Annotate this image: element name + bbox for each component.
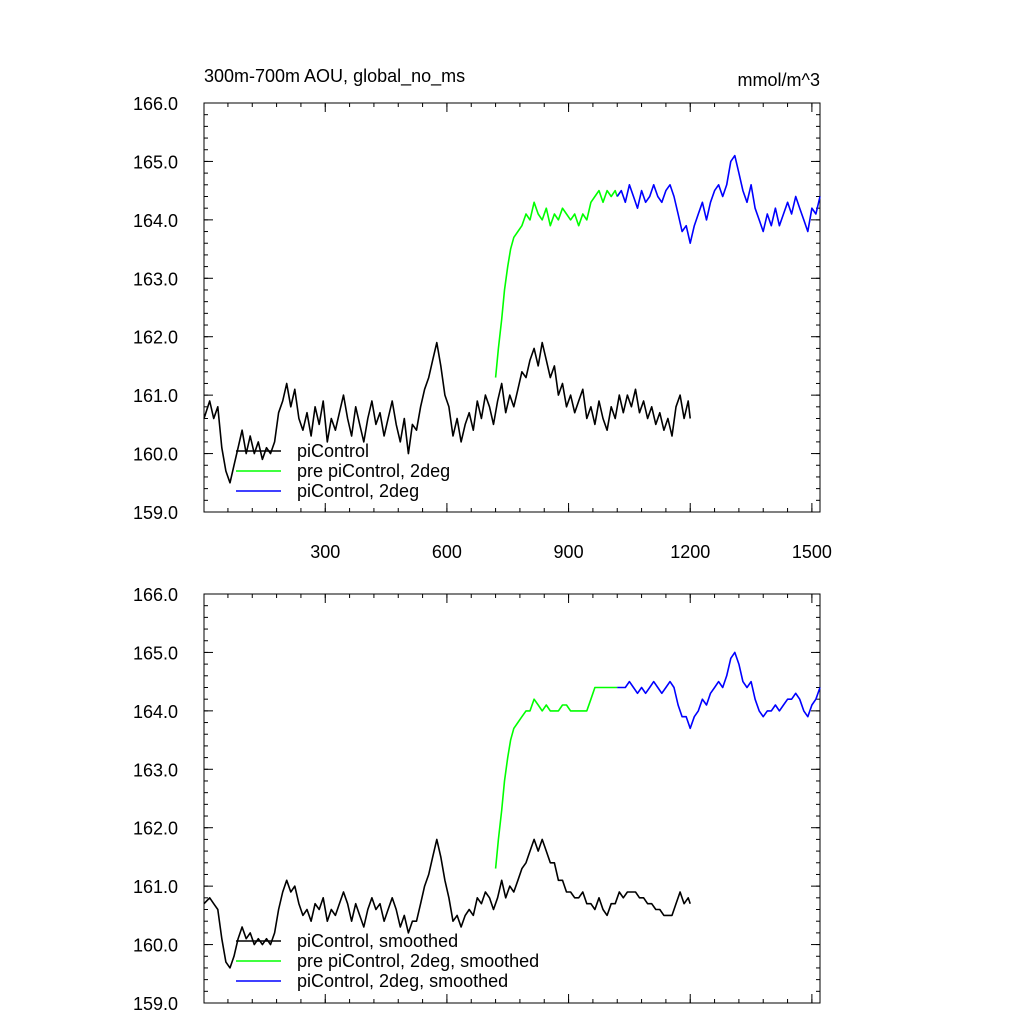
plot-frame: [203, 593, 821, 1004]
y-tick-label: 161.0: [133, 877, 178, 897]
y-tick-label: 163.0: [133, 760, 178, 780]
legend-label: piControl, smoothed: [297, 931, 458, 951]
series-line-1: [203, 341, 691, 484]
legend-label: pre piControl, 2deg, smoothed: [297, 951, 539, 971]
legend-label: piControl, 2deg, smoothed: [297, 971, 508, 991]
y-tick-label: 159.0: [133, 503, 178, 523]
y-tick-label: 163.0: [133, 269, 178, 289]
panel-top: 159.0 160.0 161.0 162.0 163.0 164.0 165.0 166.0…: [133, 94, 832, 562]
legend-label: piControl, 2deg: [297, 481, 419, 501]
y-tick-label: 161.0: [133, 386, 178, 406]
series-line-2: [494, 686, 618, 869]
figure-title: 300m-700m AOU, global_no_ms: [204, 66, 465, 87]
x-tick-label: 1200: [670, 542, 710, 562]
x-tick-label: 600: [432, 542, 462, 562]
plot-frame: [203, 102, 821, 513]
y-tick-label: 165.0: [133, 152, 178, 172]
legend-label: piControl: [297, 441, 369, 461]
y-tick-label: 165.0: [133, 643, 178, 663]
y-tick-label: 160.0: [133, 936, 178, 956]
panel-bottom: 159.0 160.0 161.0 162.0 163.0 164.0 165.0 166.0…: [133, 585, 821, 1014]
series-line-3: [617, 651, 821, 730]
series-line-2: [494, 189, 618, 378]
x-tick-label: 1500: [792, 542, 832, 562]
legend-label: pre piControl, 2deg: [297, 461, 450, 481]
x-tick-label: 900: [554, 542, 584, 562]
y-tick-label: 159.0: [133, 994, 178, 1014]
y-tick-label: 166.0: [133, 585, 178, 605]
y-tick-label: 164.0: [133, 211, 178, 231]
y-tick-label: 160.0: [133, 445, 178, 465]
x-tick-label: 300: [310, 542, 340, 562]
series-line-3: [616, 154, 821, 244]
y-tick-label: 162.0: [133, 819, 178, 839]
figure-units: mmol/m^3: [738, 70, 820, 90]
y-tick-label: 166.0: [133, 94, 178, 114]
y-tick-label: 162.0: [133, 328, 178, 348]
series-line-1: [203, 838, 691, 969]
y-tick-label: 164.0: [133, 702, 178, 722]
